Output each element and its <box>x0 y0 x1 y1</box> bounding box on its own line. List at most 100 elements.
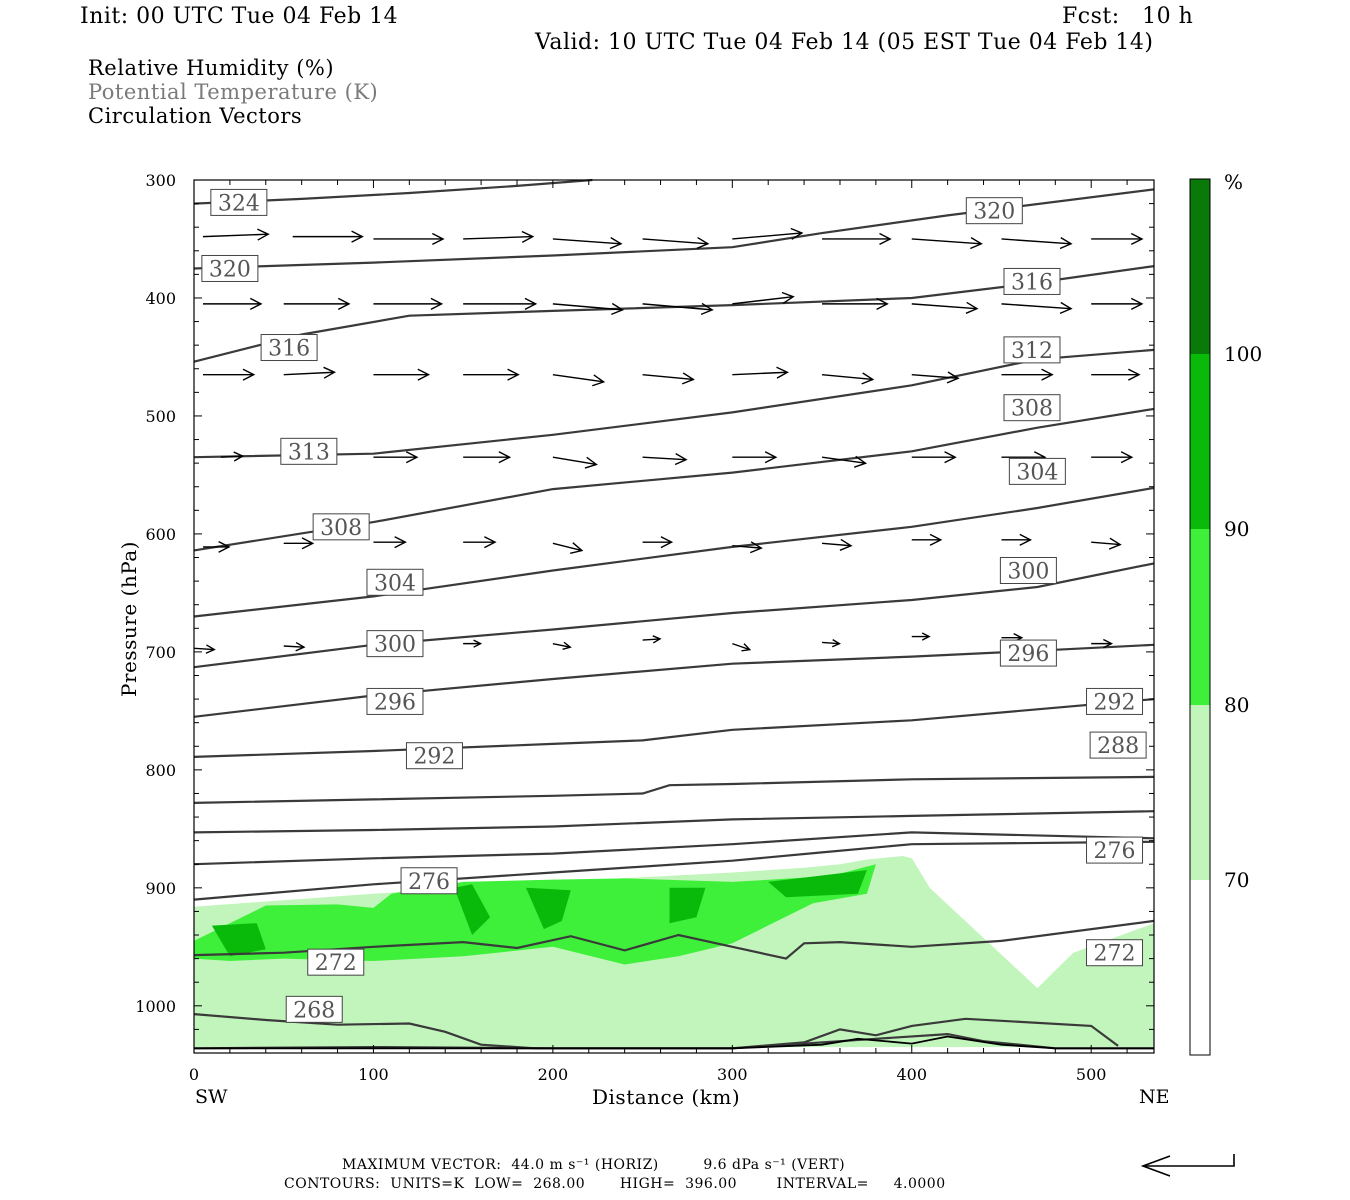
circulation-vector <box>283 297 351 310</box>
circulation-vector <box>202 540 231 553</box>
rh-area-90-100-4 <box>526 887 571 930</box>
y-tick-label: 500 <box>145 407 176 426</box>
colorbar-segment <box>1190 705 1210 880</box>
circulation-vector <box>911 301 979 314</box>
vector-shaft <box>642 238 708 245</box>
theta-contour-9 <box>193 775 1155 804</box>
colorbar-segment <box>1190 354 1210 529</box>
theta-label-text: 320 <box>973 200 1015 225</box>
theta-label-box <box>1008 457 1066 485</box>
vector-head <box>1041 368 1054 381</box>
theta-label-text: 268 <box>293 998 335 1023</box>
x-tick-label: 300 <box>717 1065 748 1084</box>
vector-head <box>1059 237 1073 250</box>
theta-label: 272 <box>307 948 365 976</box>
vector-head <box>498 451 512 464</box>
circulation-vector <box>373 368 431 381</box>
colorbar-segment <box>1190 179 1210 354</box>
circulation-vector <box>463 230 535 244</box>
theta-label-text: 276 <box>1094 839 1136 864</box>
vector-shaft <box>911 303 978 310</box>
theta-label-box <box>999 639 1057 667</box>
theta-label: 313 <box>280 437 338 465</box>
vector-head <box>853 455 868 468</box>
circulation-vector <box>1091 232 1144 246</box>
theta-label-box <box>1089 731 1147 759</box>
vector-head <box>1130 232 1144 246</box>
theta-label-text: 316 <box>1011 270 1053 295</box>
x-tick-label: 400 <box>896 1065 927 1084</box>
forecast-hour: Fcst: 10 h <box>1062 4 1194 29</box>
theta-label: 300 <box>366 630 424 658</box>
circulation-vector <box>463 297 538 310</box>
theta-label-text: 276 <box>408 870 450 895</box>
vector-shaft <box>283 371 335 376</box>
vector-head <box>337 297 351 310</box>
theta-label: 324 <box>210 188 268 216</box>
circulation-vector <box>1091 368 1141 381</box>
y-tick-label: 700 <box>145 643 176 662</box>
theta-label-box <box>280 437 338 465</box>
vector-head <box>233 451 245 462</box>
colorbar-tick-label: 70 <box>1224 868 1249 892</box>
circulation-vector <box>911 237 983 250</box>
circulation-vector <box>373 451 419 464</box>
theta-label: 296 <box>999 639 1057 667</box>
theta-label-text: 288 <box>1097 734 1139 759</box>
vector-head <box>473 639 483 648</box>
theta-contour-1 <box>193 188 1155 270</box>
ref-vector-shaft <box>1143 1154 1235 1167</box>
vector-head <box>405 451 419 464</box>
theta-label: 268 <box>285 995 343 1023</box>
x-tick-label: 0 <box>189 1065 199 1084</box>
rh-area-90-100-5 <box>669 887 706 924</box>
theta-label-box <box>405 742 463 770</box>
vector-head <box>879 232 892 246</box>
circulation-vector <box>642 536 674 549</box>
vector-head <box>562 641 572 651</box>
circulation-vector <box>463 536 497 549</box>
theta-label-box <box>1003 336 1061 364</box>
vector-head <box>432 232 445 246</box>
vector-head <box>242 368 256 381</box>
vector-head <box>1120 451 1134 464</box>
x-tick-label: 500 <box>1076 1065 1107 1084</box>
vector-shaft <box>552 642 571 648</box>
theta-label: 292 <box>1086 687 1144 715</box>
y-axis-label: Pressure (hPa) <box>117 541 141 697</box>
theta-label-text: 316 <box>268 337 310 362</box>
vector-head <box>781 291 795 304</box>
colorbar-tick-label: 90 <box>1224 517 1249 541</box>
circulation-vector <box>202 368 256 381</box>
theta-contour-12 <box>193 840 1155 901</box>
theta-label-text: 312 <box>1011 339 1053 364</box>
vector-head <box>660 536 674 549</box>
vector-head <box>609 237 623 250</box>
circulation-vector <box>552 373 606 387</box>
circulation-vector <box>283 537 315 550</box>
vector-head <box>764 451 778 464</box>
vector-head <box>861 372 875 385</box>
circulation-vector <box>642 236 710 250</box>
vector-shaft <box>821 641 840 645</box>
init-time: Init: 00 UTC Tue 04 Feb 14 <box>80 4 399 29</box>
vector-head <box>592 374 606 387</box>
circulation-vector <box>552 237 623 250</box>
vector-shaft <box>552 456 597 466</box>
colorbar: % 70 80 90 100 <box>1189 170 1262 1056</box>
valid-time: Valid: 10 UTC Tue 04 Feb 14 (05 EST Tue … <box>535 30 1154 55</box>
circulation-vector <box>732 541 763 554</box>
circulation-vector <box>1091 451 1134 464</box>
theta-label-box <box>1086 939 1144 967</box>
vector-head <box>249 297 263 310</box>
circulation-vector <box>373 536 407 549</box>
vector-head <box>876 297 889 310</box>
vector-head <box>946 371 960 384</box>
vector-head <box>790 227 804 240</box>
vector-head <box>507 368 520 381</box>
theta-label-box <box>366 630 424 658</box>
theta-label: 292 <box>405 742 463 770</box>
theta-contour-5 <box>193 486 1155 618</box>
rh-area-90-100-3 <box>454 884 491 935</box>
vector-head <box>696 236 710 250</box>
